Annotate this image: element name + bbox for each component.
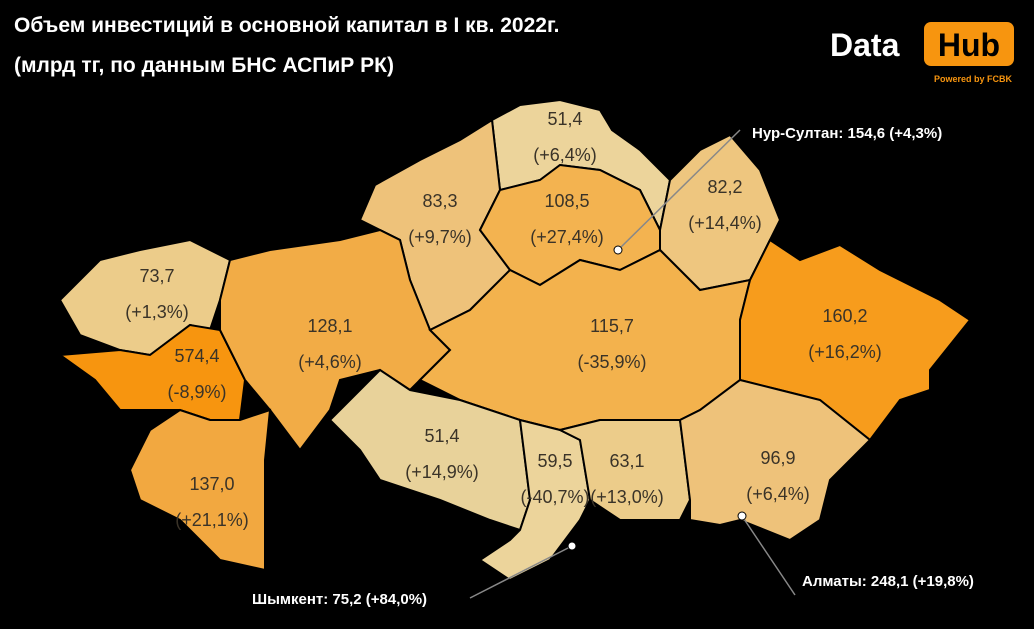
region-change: (+13,0%) bbox=[590, 487, 664, 507]
region-value: 115,7 bbox=[590, 316, 634, 336]
logo-word: Hub bbox=[938, 27, 1000, 63]
region-value: 73,7 bbox=[139, 266, 174, 286]
city-dot bbox=[737, 511, 747, 521]
region-change: (+27,4%) bbox=[530, 227, 604, 247]
region-value: 160,2 bbox=[822, 306, 867, 326]
region-change: (+6,4%) bbox=[746, 484, 810, 504]
region-value: 574,4 bbox=[174, 346, 219, 366]
region-value: 82,2 bbox=[707, 177, 742, 197]
region bbox=[678, 378, 872, 542]
region-change: (+21,1%) bbox=[175, 510, 249, 530]
logo-box bbox=[924, 22, 1014, 66]
city-leaders bbox=[469, 129, 796, 599]
city-dot bbox=[613, 245, 623, 255]
region-change: (+14,4%) bbox=[688, 213, 762, 233]
city-label: Шымкент: 75,2 (+84,0%) bbox=[252, 591, 427, 608]
region-change: (+9,7%) bbox=[408, 227, 472, 247]
leader-line bbox=[617, 129, 741, 251]
region-change: (+6,4%) bbox=[533, 145, 597, 165]
region-change: (-40,7%) bbox=[520, 487, 589, 507]
region-change: (+14,9%) bbox=[405, 462, 479, 482]
region-value: 96,9 bbox=[760, 448, 795, 468]
region-value: 51,4 bbox=[547, 109, 582, 129]
region bbox=[557, 419, 692, 521]
region-value: 59,5 bbox=[537, 451, 572, 471]
region-value: 63,1 bbox=[609, 451, 644, 471]
logo-word: Data bbox=[830, 27, 900, 63]
region-change: (+16,2%) bbox=[808, 342, 882, 362]
region-labels: 51,4 (+6,4%) 83,3 (+9,7%) 108,5 (+27,4%) 82,2 (… bbox=[125, 109, 882, 530]
region bbox=[128, 408, 272, 572]
logo: Data Hub Powered by FCBK bbox=[830, 22, 1014, 84]
leader-line bbox=[469, 545, 573, 599]
city-label: Алматы: 248,1 (+19,8%) bbox=[802, 573, 974, 590]
leader-line bbox=[741, 515, 796, 596]
region-value: 137,0 bbox=[189, 474, 234, 494]
region-change: (+1,3%) bbox=[125, 302, 189, 322]
region-value: 128,1 bbox=[307, 316, 352, 336]
region-value: 51,4 bbox=[424, 426, 459, 446]
region-change: (-8,9%) bbox=[167, 382, 226, 402]
logo-tagline: Powered by FCBK bbox=[934, 74, 1013, 84]
region-change: (-35,9%) bbox=[577, 352, 646, 372]
city-dot bbox=[567, 541, 577, 551]
region bbox=[57, 323, 247, 421]
subtitle: (млрд тг, по данным БНС АСПиР РК) bbox=[14, 54, 394, 77]
region-value: 108,5 bbox=[544, 191, 589, 211]
region-value: 83,3 bbox=[422, 191, 457, 211]
region-change: (+4,6%) bbox=[298, 352, 362, 372]
regions bbox=[57, 98, 972, 582]
title: Объем инвестиций в основной капитал в I … bbox=[14, 14, 559, 37]
city-label: Нур-Султан: 154,6 (+4,3%) bbox=[752, 125, 942, 142]
